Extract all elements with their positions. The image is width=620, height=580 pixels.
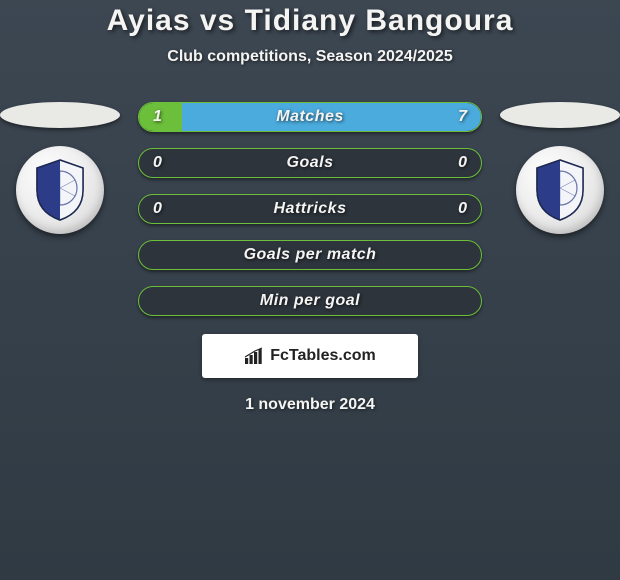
stat-label: Min per goal <box>139 292 481 310</box>
date-caption: 1 november 2024 <box>0 396 620 414</box>
stat-row: 00Hattricks <box>138 194 482 224</box>
comparison-body: 17Matches 00Goals 00Hattricks Goals per mat… <box>0 102 620 414</box>
stat-label: Hattricks <box>139 200 481 218</box>
subtitle: Club competitions, Season 2024/2025 <box>0 48 620 66</box>
player-column-right <box>500 102 620 234</box>
player-placeholder-ellipse <box>0 102 120 128</box>
stat-row: Min per goal <box>138 286 482 316</box>
stat-label: Goals per match <box>139 246 481 264</box>
club-shield-icon <box>33 158 87 222</box>
stat-row: Goals per match <box>138 240 482 270</box>
stat-label: Matches <box>139 108 481 126</box>
stat-row: 17Matches <box>138 102 482 132</box>
bar-chart-icon <box>244 347 264 365</box>
comparison-widget: Ayias vs Tidiany Bangoura Club competiti… <box>0 0 620 580</box>
club-badge-right <box>516 146 604 234</box>
player-placeholder-ellipse <box>500 102 620 128</box>
stat-bars: 17Matches 00Goals 00Hattricks Goals per mat… <box>138 102 482 316</box>
source-logo-text: FcTables.com <box>270 347 376 365</box>
club-badge-left <box>16 146 104 234</box>
stat-label: Goals <box>139 154 481 172</box>
stat-row: 00Goals <box>138 148 482 178</box>
page-title: Ayias vs Tidiany Bangoura <box>0 4 620 38</box>
source-logo[interactable]: FcTables.com <box>202 334 418 378</box>
club-shield-icon <box>533 158 587 222</box>
player-column-left <box>0 102 120 234</box>
